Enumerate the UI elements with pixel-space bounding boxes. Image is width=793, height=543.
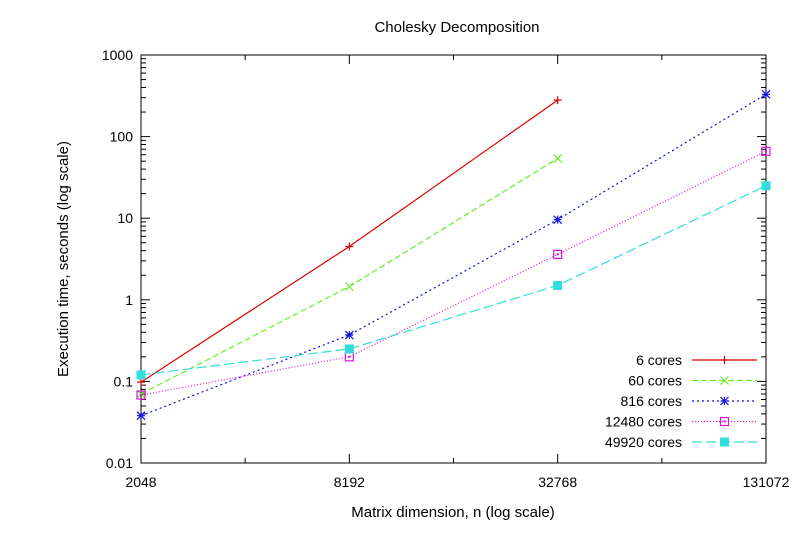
legend-label: 49920 cores — [605, 434, 682, 450]
data-point — [136, 390, 146, 400]
data-point — [344, 282, 354, 292]
y-tick-label: 100 — [110, 129, 134, 145]
data-point — [553, 249, 563, 260]
series-line — [140, 99, 559, 383]
legend: 6 cores 60 cores 816 cores 12480 cores 49920… — [605, 352, 757, 450]
y-tick-label: 1000 — [102, 47, 133, 63]
data-point — [761, 89, 771, 99]
y-tick-label: 0.01 — [106, 455, 133, 471]
legend-marker — [720, 437, 729, 447]
series-group — [136, 89, 771, 421]
data-point — [136, 411, 146, 421]
legend-marker — [720, 356, 729, 364]
series-line — [140, 185, 767, 376]
data-point — [761, 146, 771, 156]
x-axis-label: Matrix dimension, n (log scale) — [351, 504, 554, 521]
data-point — [344, 330, 354, 340]
legend-label: 12480 cores — [605, 414, 682, 430]
series-4 — [136, 181, 771, 380]
y-tick-label: 1 — [125, 292, 133, 308]
x-tick-label: 8192 — [334, 474, 365, 490]
data-point — [345, 242, 354, 251]
x-axis-ticks: 2048 8192 32768 131072 — [125, 55, 790, 490]
data-point — [553, 280, 563, 290]
x-tick-label: 2048 — [125, 474, 156, 490]
series-line — [140, 157, 559, 395]
data-point — [553, 154, 563, 163]
series-line — [140, 150, 767, 396]
x-tick-label: 32768 — [538, 474, 577, 490]
series-2 — [136, 89, 771, 421]
data-point — [137, 378, 145, 387]
legend-label: 6 cores — [636, 352, 682, 368]
data-point — [553, 96, 562, 105]
chart-title: Cholesky Decomposition — [374, 19, 539, 36]
series-1 — [136, 154, 563, 399]
data-point — [344, 352, 354, 362]
legend-item: 12480 cores — [605, 414, 757, 430]
data-point — [761, 181, 771, 191]
series-line — [140, 93, 767, 417]
data-point — [553, 215, 563, 225]
legend-item: 6 cores — [636, 352, 757, 368]
legend-label: 60 cores — [628, 373, 682, 389]
y-tick-label: 10 — [117, 210, 133, 226]
legend-item: 49920 cores — [605, 434, 757, 450]
x-tick-label: 131072 — [743, 474, 790, 490]
data-point — [344, 344, 354, 354]
series-0 — [137, 96, 562, 387]
legend-item: 816 cores — [621, 393, 757, 409]
legend-marker — [720, 376, 729, 385]
y-tick-label: 0.1 — [114, 373, 134, 389]
legend-label: 816 cores — [621, 393, 682, 409]
legend-marker — [720, 396, 729, 406]
data-point — [136, 370, 146, 380]
legend-item: 60 cores — [628, 373, 757, 389]
legend-marker — [719, 416, 730, 427]
y-axis-label: Execution time, seconds (log scale) — [55, 141, 72, 377]
series-3 — [136, 146, 771, 400]
